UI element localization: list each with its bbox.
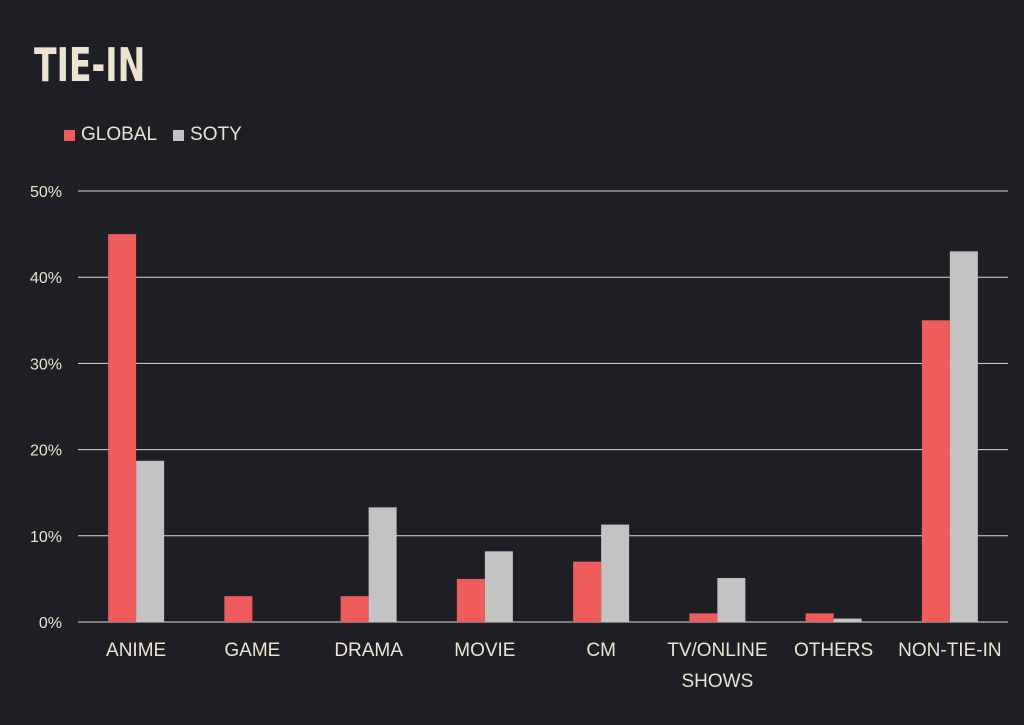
x-tick-label: MOVIE bbox=[454, 640, 515, 661]
x-tick-label: OTHERS bbox=[794, 640, 873, 661]
bar-global-5 bbox=[689, 613, 718, 622]
y-tick-label: 0% bbox=[39, 615, 62, 632]
bar-global-2 bbox=[340, 596, 369, 622]
y-tick-label: 40% bbox=[30, 270, 62, 287]
bar-soty-6 bbox=[833, 618, 862, 622]
bar-soty-7 bbox=[949, 251, 978, 622]
x-tick-label: ANIME bbox=[106, 640, 166, 661]
bar-global-0 bbox=[108, 234, 137, 622]
bar-soty-4 bbox=[601, 524, 630, 622]
legend-label-global: GLOBAL bbox=[81, 124, 158, 145]
x-tick-label: NON-TIE-IN bbox=[898, 640, 1001, 661]
legend-swatch-global bbox=[64, 129, 75, 141]
y-tick-label: 30% bbox=[30, 356, 62, 373]
x-tick-label: GAME bbox=[224, 640, 280, 661]
chart-title: TIE-IN bbox=[34, 38, 146, 92]
x-tick-label: TV/ONLINE bbox=[667, 640, 767, 661]
legend-item-global: GLOBAL bbox=[64, 124, 157, 146]
bar-soty-5 bbox=[717, 578, 746, 622]
legend: GLOBAL SOTY bbox=[64, 124, 242, 146]
bar-global-1 bbox=[224, 596, 253, 622]
bar-soty-0 bbox=[136, 460, 165, 622]
y-tick-label: 10% bbox=[30, 529, 62, 546]
y-tick-label: 50% bbox=[30, 184, 62, 201]
x-tick-label: CM bbox=[586, 640, 616, 661]
legend-label-soty: SOTY bbox=[190, 124, 242, 145]
bar-soty-2 bbox=[368, 507, 397, 622]
legend-item-soty: SOTY bbox=[173, 124, 242, 146]
bar-global-7 bbox=[921, 320, 950, 622]
bar-soty-3 bbox=[484, 551, 513, 622]
x-tick-label: SHOWS bbox=[681, 671, 753, 692]
bar-global-3 bbox=[456, 578, 485, 622]
legend-swatch-soty bbox=[173, 129, 185, 141]
bar-global-4 bbox=[573, 561, 602, 622]
bar-global-6 bbox=[805, 613, 834, 622]
y-tick-label: 20% bbox=[30, 443, 62, 460]
x-tick-label: DRAMA bbox=[334, 640, 403, 661]
